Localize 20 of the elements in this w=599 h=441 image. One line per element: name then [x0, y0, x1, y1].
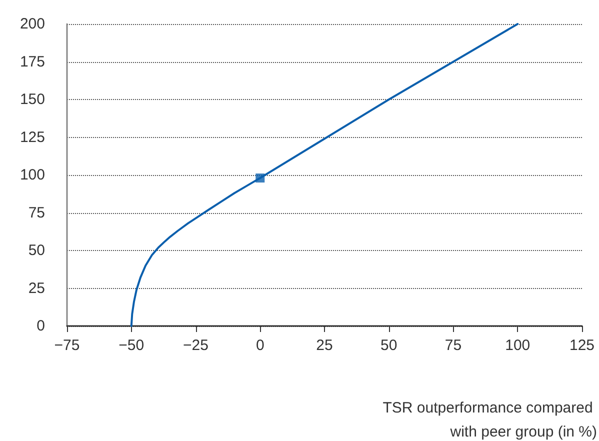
y-tick-label: 125 [20, 128, 45, 146]
x-tick-label: 75 [444, 337, 462, 354]
x-tick-label: −25 [183, 337, 208, 354]
y-tick-label: 100 [20, 166, 45, 184]
x-tick-label: 50 [380, 337, 398, 354]
y-tick-label: 50 [28, 242, 45, 259]
y-tick-label: 150 [20, 91, 45, 108]
x-tick-label: −50 [118, 337, 144, 354]
x-tick-label: 125 [569, 337, 595, 354]
x-tick-label: −75 [54, 337, 80, 354]
y-tick-label: 200 [20, 16, 45, 32]
x-tick-label: 0 [256, 337, 264, 354]
y-tick-label: 0 [36, 318, 45, 334]
y-tick-label: 25 [28, 280, 45, 297]
x-axis-title: TSR outperformance compared with peer group (in %) [382, 400, 598, 440]
line-series [130, 23, 519, 327]
x-tick-label: 100 [505, 337, 530, 354]
y-tick-label: 175 [20, 53, 45, 70]
y-tick-label: 75 [28, 204, 45, 222]
x-tick-label: 25 [316, 337, 333, 354]
